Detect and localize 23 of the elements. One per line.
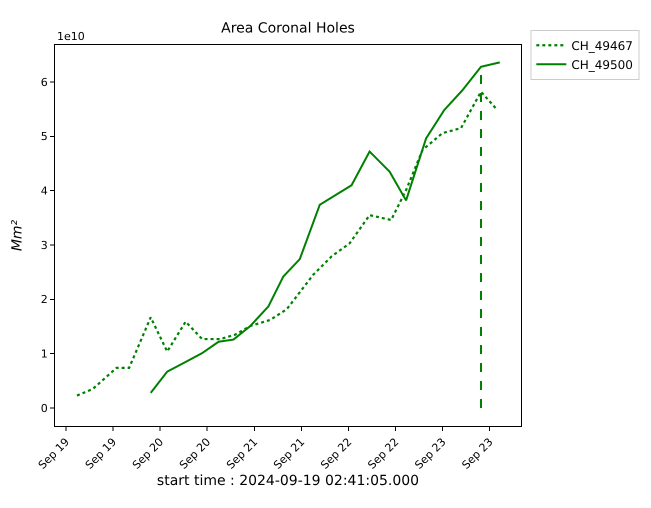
y-axis-title: Mm² [9,219,26,252]
text: 1e10 [57,30,85,43]
y-tick-label: 6 [40,76,48,89]
legend-label: CH_49500 [571,58,633,72]
x-tick-label: Sep 23 [459,436,496,472]
y-tick-label: 4 [40,184,48,198]
x-tick-label: Sep 21 [224,436,260,472]
x-axis-title: start time : 2024-09-19 02:41:05.000 [156,473,420,490]
y-tick-label: 5 [40,130,48,144]
legend-label: CH_49467 [571,38,633,53]
x-tick-label: Sep 22 [318,436,354,472]
x-tick-label: Sep 21 [271,436,308,472]
x-tick-label: Sep 19 [36,436,72,472]
x-tick-label: Sep 19 [82,436,120,472]
y-tick-label: 2 [40,293,48,306]
chart-title: Area Coronal Holes [221,20,355,37]
x-tick-label: Sep 22 [365,436,402,472]
x-tick-label: Sep 20 [176,436,214,472]
x-tick-label: Sep 20 [130,436,166,472]
y-tick-label: 0 [40,402,48,415]
y-tick-label: 3 [40,238,48,252]
x-tick-label: Sep 23 [412,436,449,472]
y-tick-label: 1 [40,348,48,361]
